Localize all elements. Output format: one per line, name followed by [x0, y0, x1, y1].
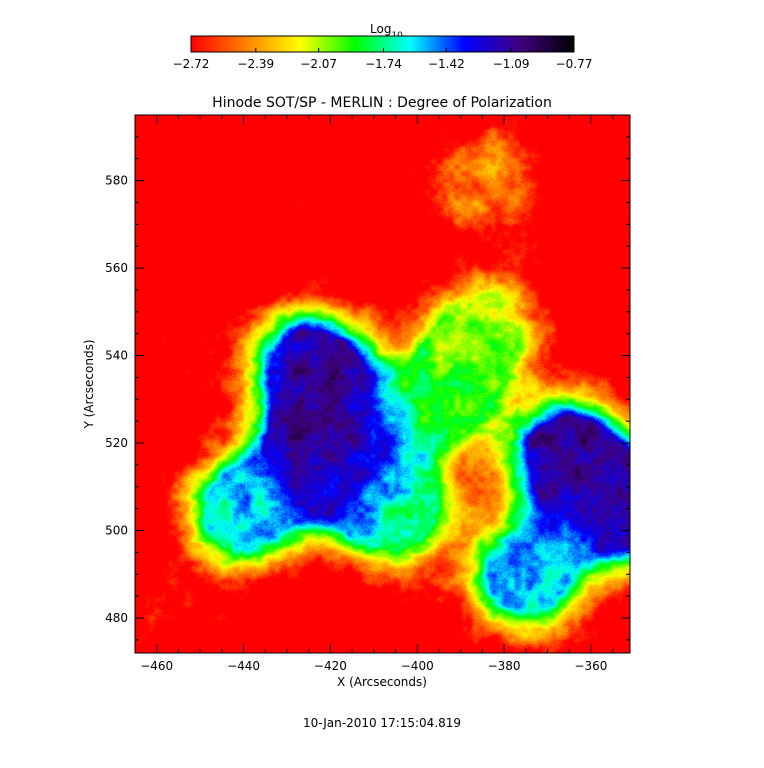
x-tick-label: −380 — [488, 659, 521, 673]
colorbar-tick-label: −1.42 — [428, 57, 465, 71]
colorbar-tick-label: −1.09 — [493, 57, 530, 71]
colorbar-tick-label: −2.39 — [237, 57, 274, 71]
x-axis: −460 −440 −420 −400 −380 −360 — [134, 115, 614, 673]
colorbar-tick-label: −1.74 — [365, 57, 402, 71]
colorbar-tick-label: −2.72 — [173, 57, 210, 71]
x-tick-label: −360 — [574, 659, 607, 673]
x-tick-label: −460 — [140, 659, 173, 673]
x-axis-title: X (Arcseconds) — [337, 675, 427, 689]
x-tick-label: −440 — [227, 659, 260, 673]
plot-title: Hinode SOT/SP - MERLIN : Degree of Polar… — [212, 95, 552, 111]
colorbar-tick-label: −0.77 — [556, 57, 593, 71]
y-tick-label: 520 — [105, 436, 128, 450]
y-tick-label: 560 — [105, 261, 128, 275]
y-tick-label: 540 — [105, 349, 128, 363]
x-tick-label: −400 — [401, 659, 434, 673]
colorbar-ticks: −2.72 −2.39 −2.07 −1.74 −1.42 −1.09 −0.77 — [173, 48, 593, 71]
timestamp: 10-Jan-2010 17:15:04.819 — [303, 716, 461, 730]
y-axis-title: Y (Arcseconds) — [82, 339, 96, 429]
colorbar-bar — [190, 35, 575, 53]
x-tick-label: −420 — [314, 659, 347, 673]
y-tick-label: 480 — [105, 611, 128, 625]
heatmap-canvas — [135, 115, 630, 653]
y-tick-label: 500 — [105, 524, 128, 538]
plot-frame — [134, 114, 631, 654]
y-axis: 480 500 520 540 560 580 — [105, 114, 630, 641]
y-tick-label: 580 — [105, 174, 128, 188]
heatmap — [135, 115, 630, 653]
colorbar-tick-label: −2.07 — [300, 57, 337, 71]
colorbar: Log10 −2.72−2.39−2.07−1.74−1.42−1.09−0.7… — [173, 22, 593, 71]
